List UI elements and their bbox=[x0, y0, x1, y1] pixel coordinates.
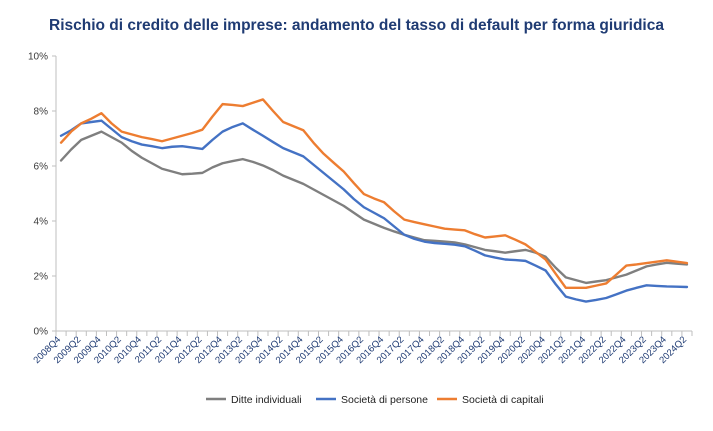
y-tick-label: 0% bbox=[34, 327, 49, 338]
series-line-2 bbox=[59, 119, 689, 303]
series-line-1 bbox=[59, 130, 689, 285]
y-tick-label: 4% bbox=[34, 217, 49, 228]
legend-label-2: Società di persone bbox=[341, 394, 428, 406]
series-layer bbox=[59, 98, 689, 303]
axes: 0%2%4%6%8%10%2008Q42009Q22009Q42010Q2201… bbox=[28, 52, 693, 366]
y-tick-label: 10% bbox=[28, 52, 48, 63]
legend-label-1: Ditte individuali bbox=[231, 394, 302, 406]
y-tick-label: 2% bbox=[34, 272, 49, 283]
y-tick-label: 6% bbox=[34, 162, 49, 173]
series-line-3 bbox=[59, 98, 689, 290]
y-tick-label: 8% bbox=[34, 107, 49, 118]
legend-label-3: Società di capitali bbox=[462, 394, 544, 406]
legend: Ditte individuali Società di persone Socie… bbox=[206, 394, 544, 406]
chart-title: Rischio di credito delle imprese: andame… bbox=[49, 17, 664, 34]
